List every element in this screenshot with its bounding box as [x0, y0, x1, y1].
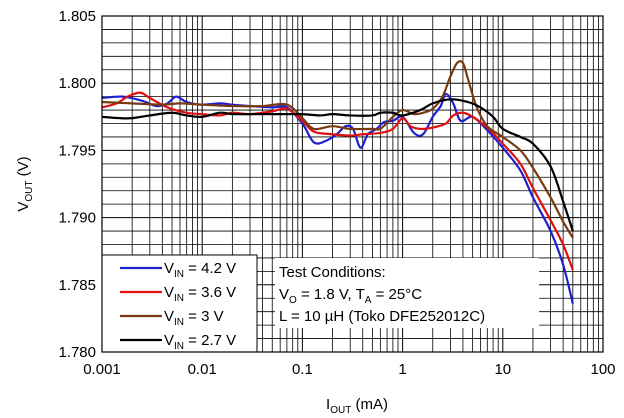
legend-box [101, 254, 258, 353]
y-tick-label: 1.785 [58, 277, 96, 294]
legend-label-2: VIN = 3.6 V [164, 284, 236, 304]
y-axis-label: VOUT (V) [15, 156, 35, 211]
x-tick-label: 100 [590, 361, 615, 378]
x-axis-label: IOUT (mA) [326, 396, 388, 416]
series-line-4 [101, 98, 574, 232]
x-tick-label: 0.01 [188, 361, 217, 378]
test-conditions-box: Test Conditions: VO = 1.8 V, TA = 25°C L… [275, 258, 539, 328]
annotation-box [275, 258, 539, 328]
y-tick-label: 1.795 [58, 142, 96, 159]
plot-frame [101, 15, 604, 353]
x-tick-label: 0.1 [292, 361, 313, 378]
y-tick-label: 1.800 [58, 75, 96, 92]
series-lines [101, 60, 574, 304]
legend-label-3: VIN = 3 V [164, 308, 224, 328]
x-tick-label: 10 [494, 361, 511, 378]
y-tick-label: 1.805 [58, 8, 96, 25]
series-line-3 [101, 60, 574, 239]
legend: VIN = 4.2 V VIN = 3.6 V VIN = 3 V VIN = 2.7… [101, 254, 258, 353]
series-line-2 [101, 91, 574, 271]
legend-label-1: VIN = 4.2 V [164, 260, 236, 280]
tick-labels: 0.001 0.01 0.1 1 10 100 1.780 1.785 1.790 1.795 1.… [58, 8, 615, 378]
x-tick-label: 1 [398, 361, 406, 378]
legend-label-4: VIN = 2.7 V [164, 332, 236, 352]
annotation-line-2: VO = 1.8 V, TA = 25°C [279, 286, 422, 306]
y-tick-label: 1.780 [58, 344, 96, 361]
x-tick-label: 0.001 [83, 361, 121, 378]
annotation-line-1: Test Conditions: [279, 264, 386, 281]
y-tick-label: 1.790 [58, 210, 96, 227]
annotation-line-3: L = 10 µH (Toko DFE252012C) [279, 308, 485, 325]
